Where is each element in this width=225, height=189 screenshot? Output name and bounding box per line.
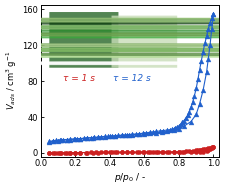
- Text: τ = 12 s: τ = 12 s: [113, 74, 151, 83]
- Circle shape: [0, 44, 225, 47]
- Circle shape: [0, 62, 225, 64]
- Circle shape: [0, 26, 225, 29]
- Circle shape: [0, 62, 225, 64]
- Circle shape: [0, 30, 225, 34]
- Circle shape: [0, 44, 225, 46]
- Circle shape: [0, 18, 225, 22]
- Circle shape: [0, 19, 225, 22]
- Circle shape: [0, 26, 225, 29]
- Circle shape: [0, 33, 225, 36]
- Y-axis label: $V_{ads}$ / cm$^3$ g$^{-1}$: $V_{ads}$ / cm$^3$ g$^{-1}$: [5, 51, 19, 110]
- Text: τ = 1 s: τ = 1 s: [63, 74, 95, 83]
- Circle shape: [0, 48, 225, 51]
- Circle shape: [0, 55, 225, 57]
- Circle shape: [0, 22, 225, 24]
- Circle shape: [0, 35, 225, 38]
- FancyBboxPatch shape: [112, 16, 177, 68]
- Circle shape: [0, 53, 225, 55]
- FancyBboxPatch shape: [49, 12, 118, 68]
- Circle shape: [0, 48, 225, 51]
- X-axis label: $p/p_0$ / -: $p/p_0$ / -: [114, 171, 146, 184]
- Circle shape: [0, 55, 225, 57]
